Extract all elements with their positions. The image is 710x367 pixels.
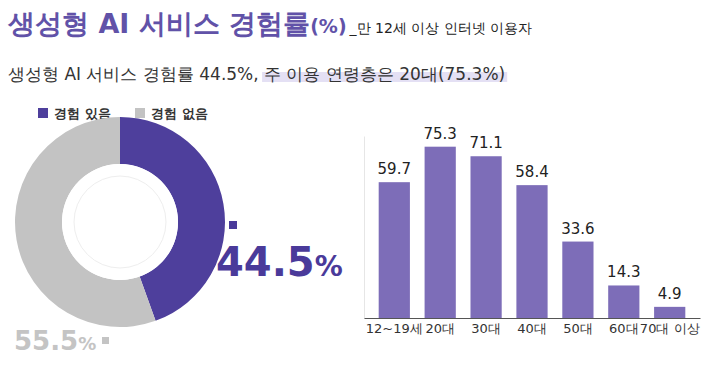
legend-swatch	[135, 108, 145, 118]
title: 생성형 AI 서비스 경험률(%)	[7, 8, 347, 39]
data-label-group: 55.5%	[14, 326, 109, 356]
bar	[654, 307, 685, 318]
data-label: 75.3	[423, 125, 456, 143]
y-axis-line	[364, 137, 365, 319]
bar	[379, 182, 410, 318]
bar	[516, 185, 547, 318]
legend-item: 경험 있음	[38, 106, 111, 121]
data-label-marker	[102, 337, 109, 344]
annotation: 생성형 AI 서비스 경험률 44.5%, 주 이용 연령층은 20대(75.3…	[8, 64, 505, 84]
x-tick: 12~19세	[366, 318, 423, 336]
x-tick: 50대	[563, 318, 593, 336]
x-tick-label: 50대	[563, 321, 593, 336]
data-label: 33.6	[561, 220, 594, 238]
x-tick-label: 70대 이상	[640, 321, 700, 336]
x-tick: 70대 이상	[640, 318, 700, 336]
subtitle: _만 12세 이상 인터넷 이용자	[349, 20, 533, 36]
bar	[562, 242, 593, 318]
data-label: 14.3	[607, 263, 640, 281]
legend-label: 경험 없음	[151, 106, 208, 121]
data-label: 59.7	[378, 160, 411, 178]
y-axis	[364, 137, 365, 319]
data-label: 4.9	[658, 285, 682, 303]
data-labels: 59.7 75.3 71.1 58.4 33.6 14.3 4.9	[378, 125, 682, 303]
x-tick-label: 40대	[517, 321, 547, 336]
data-label: 71.1	[469, 134, 502, 152]
data-label-group: 44.5%	[216, 221, 343, 285]
chart-root: 생성형 AI 서비스 경험률(%)_만 12세 이상 인터넷 이용자생성형 AI…	[0, 0, 710, 367]
x-tick-label: 20대	[425, 321, 455, 336]
bar	[425, 147, 456, 318]
pie	[15, 117, 225, 327]
pie-hole	[62, 164, 178, 280]
bar	[608, 285, 639, 318]
legend-item: 경험 없음	[135, 106, 208, 121]
x-tick-label: 30대	[471, 321, 501, 336]
data-label: 55.5%	[14, 326, 96, 356]
x-tick: 40대	[517, 318, 547, 336]
x-tick: 20대	[425, 318, 455, 336]
pie-hole-ring	[74, 176, 166, 268]
x-tick: 30대	[471, 318, 501, 336]
x-axis-line	[365, 318, 701, 319]
bars	[379, 147, 686, 318]
data-label: 44.5%	[216, 239, 343, 285]
annotation-group: 생성형 AI 서비스 경험률 44.5%, 주 이용 연령층은 20대(75.3…	[8, 64, 507, 84]
data-label-marker	[229, 221, 237, 229]
bar	[470, 156, 501, 318]
x-tick: 60대	[609, 318, 639, 336]
x-axis: 12~19세20대 30대 40대 50대 60대70대 이상	[365, 318, 701, 336]
x-tick-label: 60대	[609, 321, 639, 336]
data-label: 58.4	[515, 163, 548, 181]
x-tick-label: 12~19세	[366, 321, 423, 336]
legend-swatch	[38, 108, 48, 118]
